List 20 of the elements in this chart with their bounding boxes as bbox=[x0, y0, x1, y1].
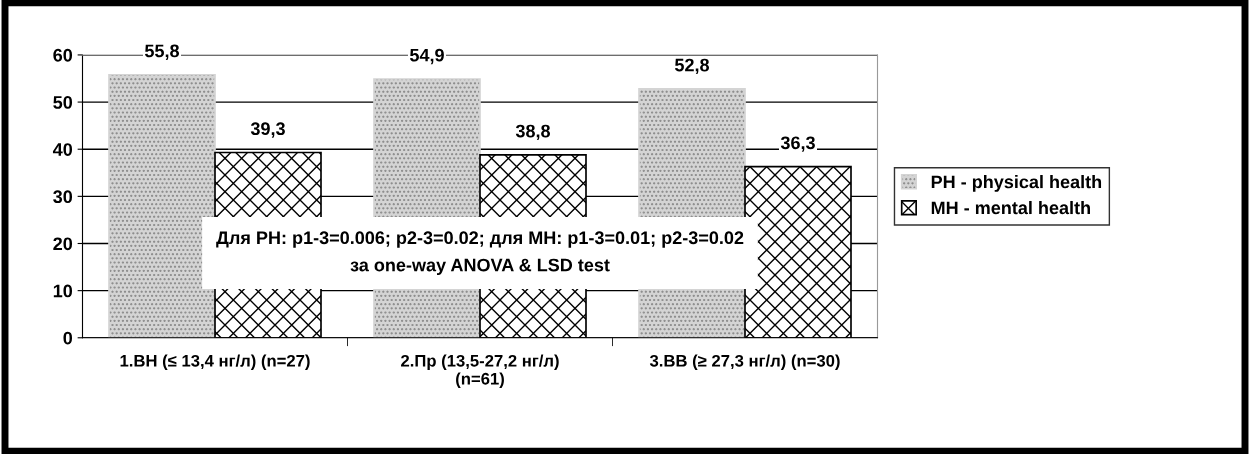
bar bbox=[108, 73, 216, 338]
legend-label: PH - physical health bbox=[931, 175, 1102, 192]
y-tick-label: 0 bbox=[63, 331, 73, 345]
annotation: Для PH: p1-3=0.006; p2-3=0.02; для MH: p1-3=0.01; p2-3=0.02 за one-way ANOVA & LSD test bbox=[216, 231, 744, 275]
y-tick-label: 50 bbox=[53, 96, 73, 109]
x-tick-label: 1.ВН (≤ 13,4 нг/л) (n=27) bbox=[120, 354, 310, 370]
data-label: 52,8 bbox=[674, 58, 710, 75]
legend-label: MH - mental health bbox=[931, 200, 1090, 215]
data-label: 39,3 bbox=[250, 122, 285, 138]
y-tick-label: 20 bbox=[53, 237, 73, 251]
data-label: 55,8 bbox=[144, 44, 180, 60]
y-tick-label: 30 bbox=[53, 190, 73, 204]
data-label: 36,3 bbox=[780, 136, 815, 152]
data-label: 54,9 bbox=[409, 48, 444, 65]
x-tick-label: 3.ВВ (≥ 27,3 нг/л) (n=30) bbox=[649, 354, 840, 370]
data-label: 38,8 bbox=[515, 124, 551, 141]
y-tick-label: 10 bbox=[53, 284, 73, 298]
y-tick-label: 40 bbox=[52, 143, 73, 156]
x-tick-label: 2.Пр (13,5-27,2 нг/л) (n=61) bbox=[401, 354, 559, 388]
y-tick-label: 60 bbox=[53, 48, 73, 62]
